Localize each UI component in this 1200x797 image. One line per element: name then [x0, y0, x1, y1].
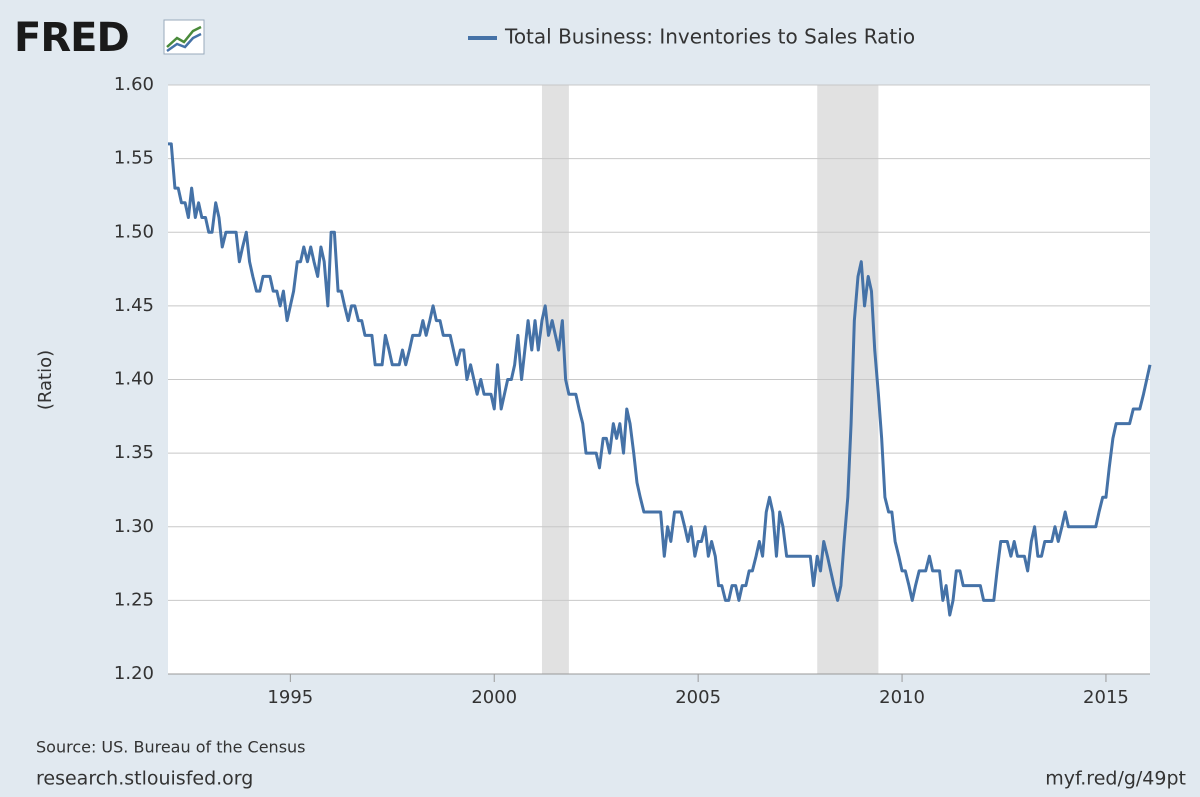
legend-label: Total Business: Inventories to Sales Rat…	[504, 25, 915, 49]
y-tick-label: 1.20	[114, 663, 154, 684]
y-tick-label: 1.25	[114, 589, 154, 610]
site: research.stlouisfed.org	[36, 768, 253, 790]
x-tick-label: 2005	[675, 687, 721, 708]
y-tick-label: 1.30	[114, 516, 154, 537]
plot	[168, 84, 1152, 675]
source: Source: US. Bureau of the Census	[36, 738, 306, 757]
y-tick-label: 1.45	[114, 295, 154, 316]
logo: FRED	[14, 15, 129, 61]
x-tick-label: 2010	[879, 687, 925, 708]
x-tick-label: 1995	[267, 687, 313, 708]
y-tick-label: 1.55	[114, 148, 154, 169]
y-tick-label: 1.60	[114, 74, 154, 95]
short-link: myf.red/g/49pt	[1045, 768, 1186, 790]
logo-icon	[163, 19, 205, 55]
x-tick-label: 2000	[471, 687, 517, 708]
series-line	[168, 142, 1152, 617]
y-tick-label: 1.35	[114, 442, 154, 463]
y-tick-label: 1.40	[114, 369, 154, 390]
y-tick-label: 1.50	[114, 221, 154, 242]
y-axis-label: (Ratio)	[35, 350, 56, 410]
x-tick-label: 2015	[1083, 687, 1129, 708]
